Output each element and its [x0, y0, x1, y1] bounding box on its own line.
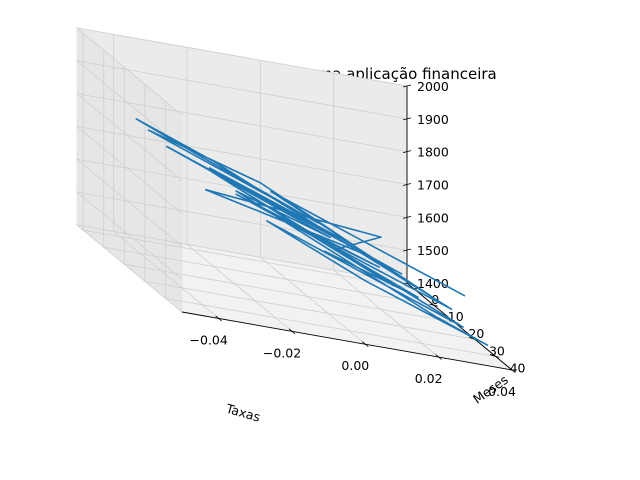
- x-tick: [362, 341, 369, 348]
- x-tick: [215, 315, 222, 322]
- z-tick-label: 1500: [417, 243, 449, 258]
- z-tick-label: 1400: [417, 276, 449, 291]
- z-grid-line: [75, 224, 408, 313]
- x-axis-line: [181, 311, 513, 371]
- x-tick: [288, 328, 296, 335]
- y-tick: [429, 303, 438, 307]
- z-grid-line: [75, 125, 408, 214]
- z-tick: [402, 248, 412, 252]
- x-tick-label: −0.04: [190, 332, 228, 347]
- z-tick: [402, 84, 412, 88]
- x-tick: [435, 354, 442, 360]
- z-tick: [402, 150, 412, 154]
- series-layer: [135, 118, 489, 347]
- z-tick-label: 1600: [417, 210, 449, 225]
- z-grid-line: [75, 93, 408, 181]
- x-axis-label: Taxas: [223, 400, 262, 424]
- y-tick: [491, 354, 500, 358]
- x-tick-label: 0.00: [341, 358, 369, 373]
- x-tick-label: 0.02: [415, 371, 443, 386]
- z-grid-line: [75, 60, 408, 149]
- z-grid-line: [75, 158, 408, 247]
- y-axis-line: [406, 282, 513, 371]
- x-tick-label: 0.04: [488, 384, 516, 399]
- axes: −0.04−0.020.000.020.04010203040140015001…: [181, 79, 526, 399]
- z-tick: [402, 117, 412, 121]
- z-grid-line: [75, 191, 408, 280]
- z-tick-label: 1800: [417, 145, 449, 160]
- x-tick: [508, 367, 516, 373]
- z-tick-label: 2000: [417, 79, 449, 94]
- z-tick: [402, 215, 412, 219]
- x-tick-label: −0.02: [263, 345, 301, 360]
- z-tick: [402, 183, 412, 186]
- z-tick-label: 1900: [417, 112, 449, 127]
- y-tick-label: 30: [489, 343, 505, 358]
- y-tick-label: 40: [510, 360, 526, 375]
- z-grid-line: [75, 27, 408, 116]
- z-tick-label: 1700: [417, 178, 449, 193]
